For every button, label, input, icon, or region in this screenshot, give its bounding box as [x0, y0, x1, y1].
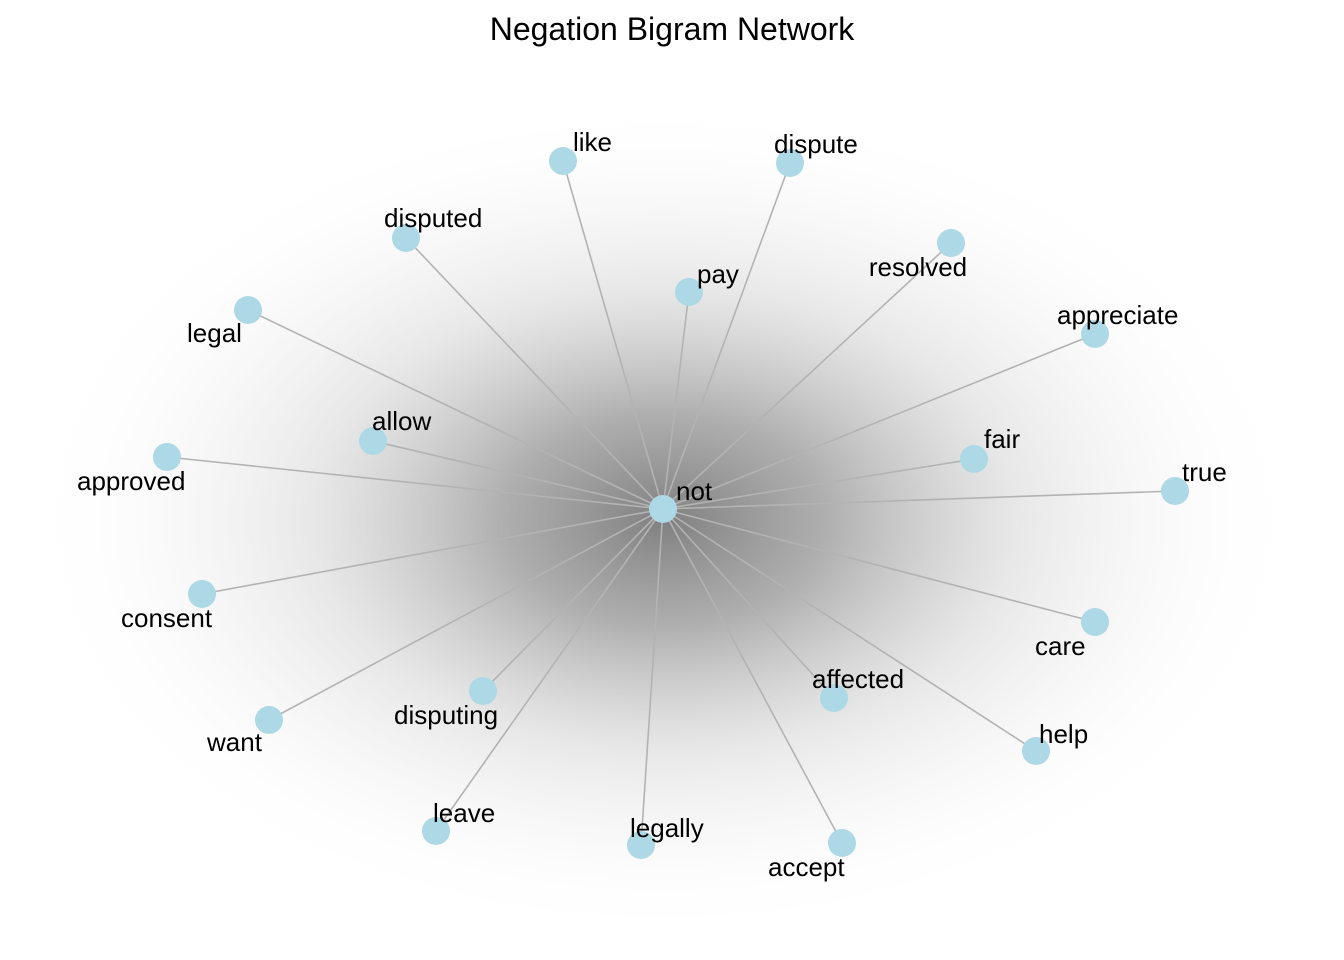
edge-not-want [268, 508, 664, 721]
edge-not-appreciate [662, 333, 1096, 510]
node-true [1161, 477, 1189, 505]
node-accept [828, 829, 856, 857]
edge-not-allow [372, 440, 664, 510]
edge-not-disputed [405, 237, 664, 510]
node-label-pay: pay [697, 259, 739, 289]
edge-not-affected [662, 508, 835, 699]
node-legal [234, 296, 262, 324]
labels-layer: not like dispute disputed resolved pay legal ap… [77, 127, 1227, 882]
edge-not-leave [435, 508, 664, 832]
node-label-leave: leave [433, 798, 495, 828]
node-disputing [469, 677, 497, 705]
edge-not-resolved [662, 242, 952, 510]
edge-not-like [562, 160, 664, 510]
node-want [255, 706, 283, 734]
node-label-affected: affected [812, 664, 904, 694]
node-label-resolved: resolved [869, 252, 967, 282]
edge-not-disputing [482, 508, 664, 692]
edge-not-true [662, 490, 1176, 510]
node-help [1022, 737, 1050, 765]
node-care [1081, 608, 1109, 636]
edge-not-accept [662, 508, 843, 844]
edge-not-consent [201, 508, 664, 595]
edge-not-pay [662, 291, 690, 510]
node-label-want: want [206, 727, 263, 757]
node-appreciate [1081, 320, 1109, 348]
node-label-disputed: disputed [384, 203, 482, 233]
node-label-help: help [1039, 719, 1088, 749]
node-label-appreciate: appreciate [1057, 300, 1178, 330]
edges-layer [166, 160, 1176, 846]
node-label-approved: approved [77, 466, 185, 496]
edge-not-dispute [662, 162, 791, 510]
chart-title: Negation Bigram Network [490, 11, 856, 47]
node-label-true: true [1182, 457, 1227, 487]
edge-not-fair [662, 458, 975, 510]
node-label-disputing: disputing [394, 700, 498, 730]
nodes-layer [153, 147, 1189, 859]
node-label-consent: consent [121, 603, 213, 633]
node-label-care: care [1035, 631, 1086, 661]
node-resolved [937, 229, 965, 257]
node-label-not: not [676, 476, 713, 506]
node-legally [627, 831, 655, 859]
node-label-fair: fair [984, 424, 1020, 454]
edge-not-legal [247, 309, 664, 510]
node-affected [820, 684, 848, 712]
node-label-like: like [573, 127, 612, 157]
edge-not-care [662, 508, 1096, 623]
edge-not-legally [640, 508, 664, 846]
node-label-dispute: dispute [774, 129, 858, 159]
node-disputed [392, 224, 420, 252]
node-label-accept: accept [768, 852, 845, 882]
node-not [649, 495, 677, 523]
node-consent [188, 580, 216, 608]
node-label-legal: legal [187, 318, 242, 348]
edge-not-approved [166, 456, 664, 510]
node-leave [422, 817, 450, 845]
node-dispute [776, 149, 804, 177]
node-fair [960, 445, 988, 473]
node-allow [359, 427, 387, 455]
edge-not-help [662, 508, 1037, 752]
node-approved [153, 443, 181, 471]
node-like [549, 147, 577, 175]
node-label-legally: legally [630, 813, 704, 843]
node-pay [675, 278, 703, 306]
node-label-allow: allow [372, 406, 431, 436]
